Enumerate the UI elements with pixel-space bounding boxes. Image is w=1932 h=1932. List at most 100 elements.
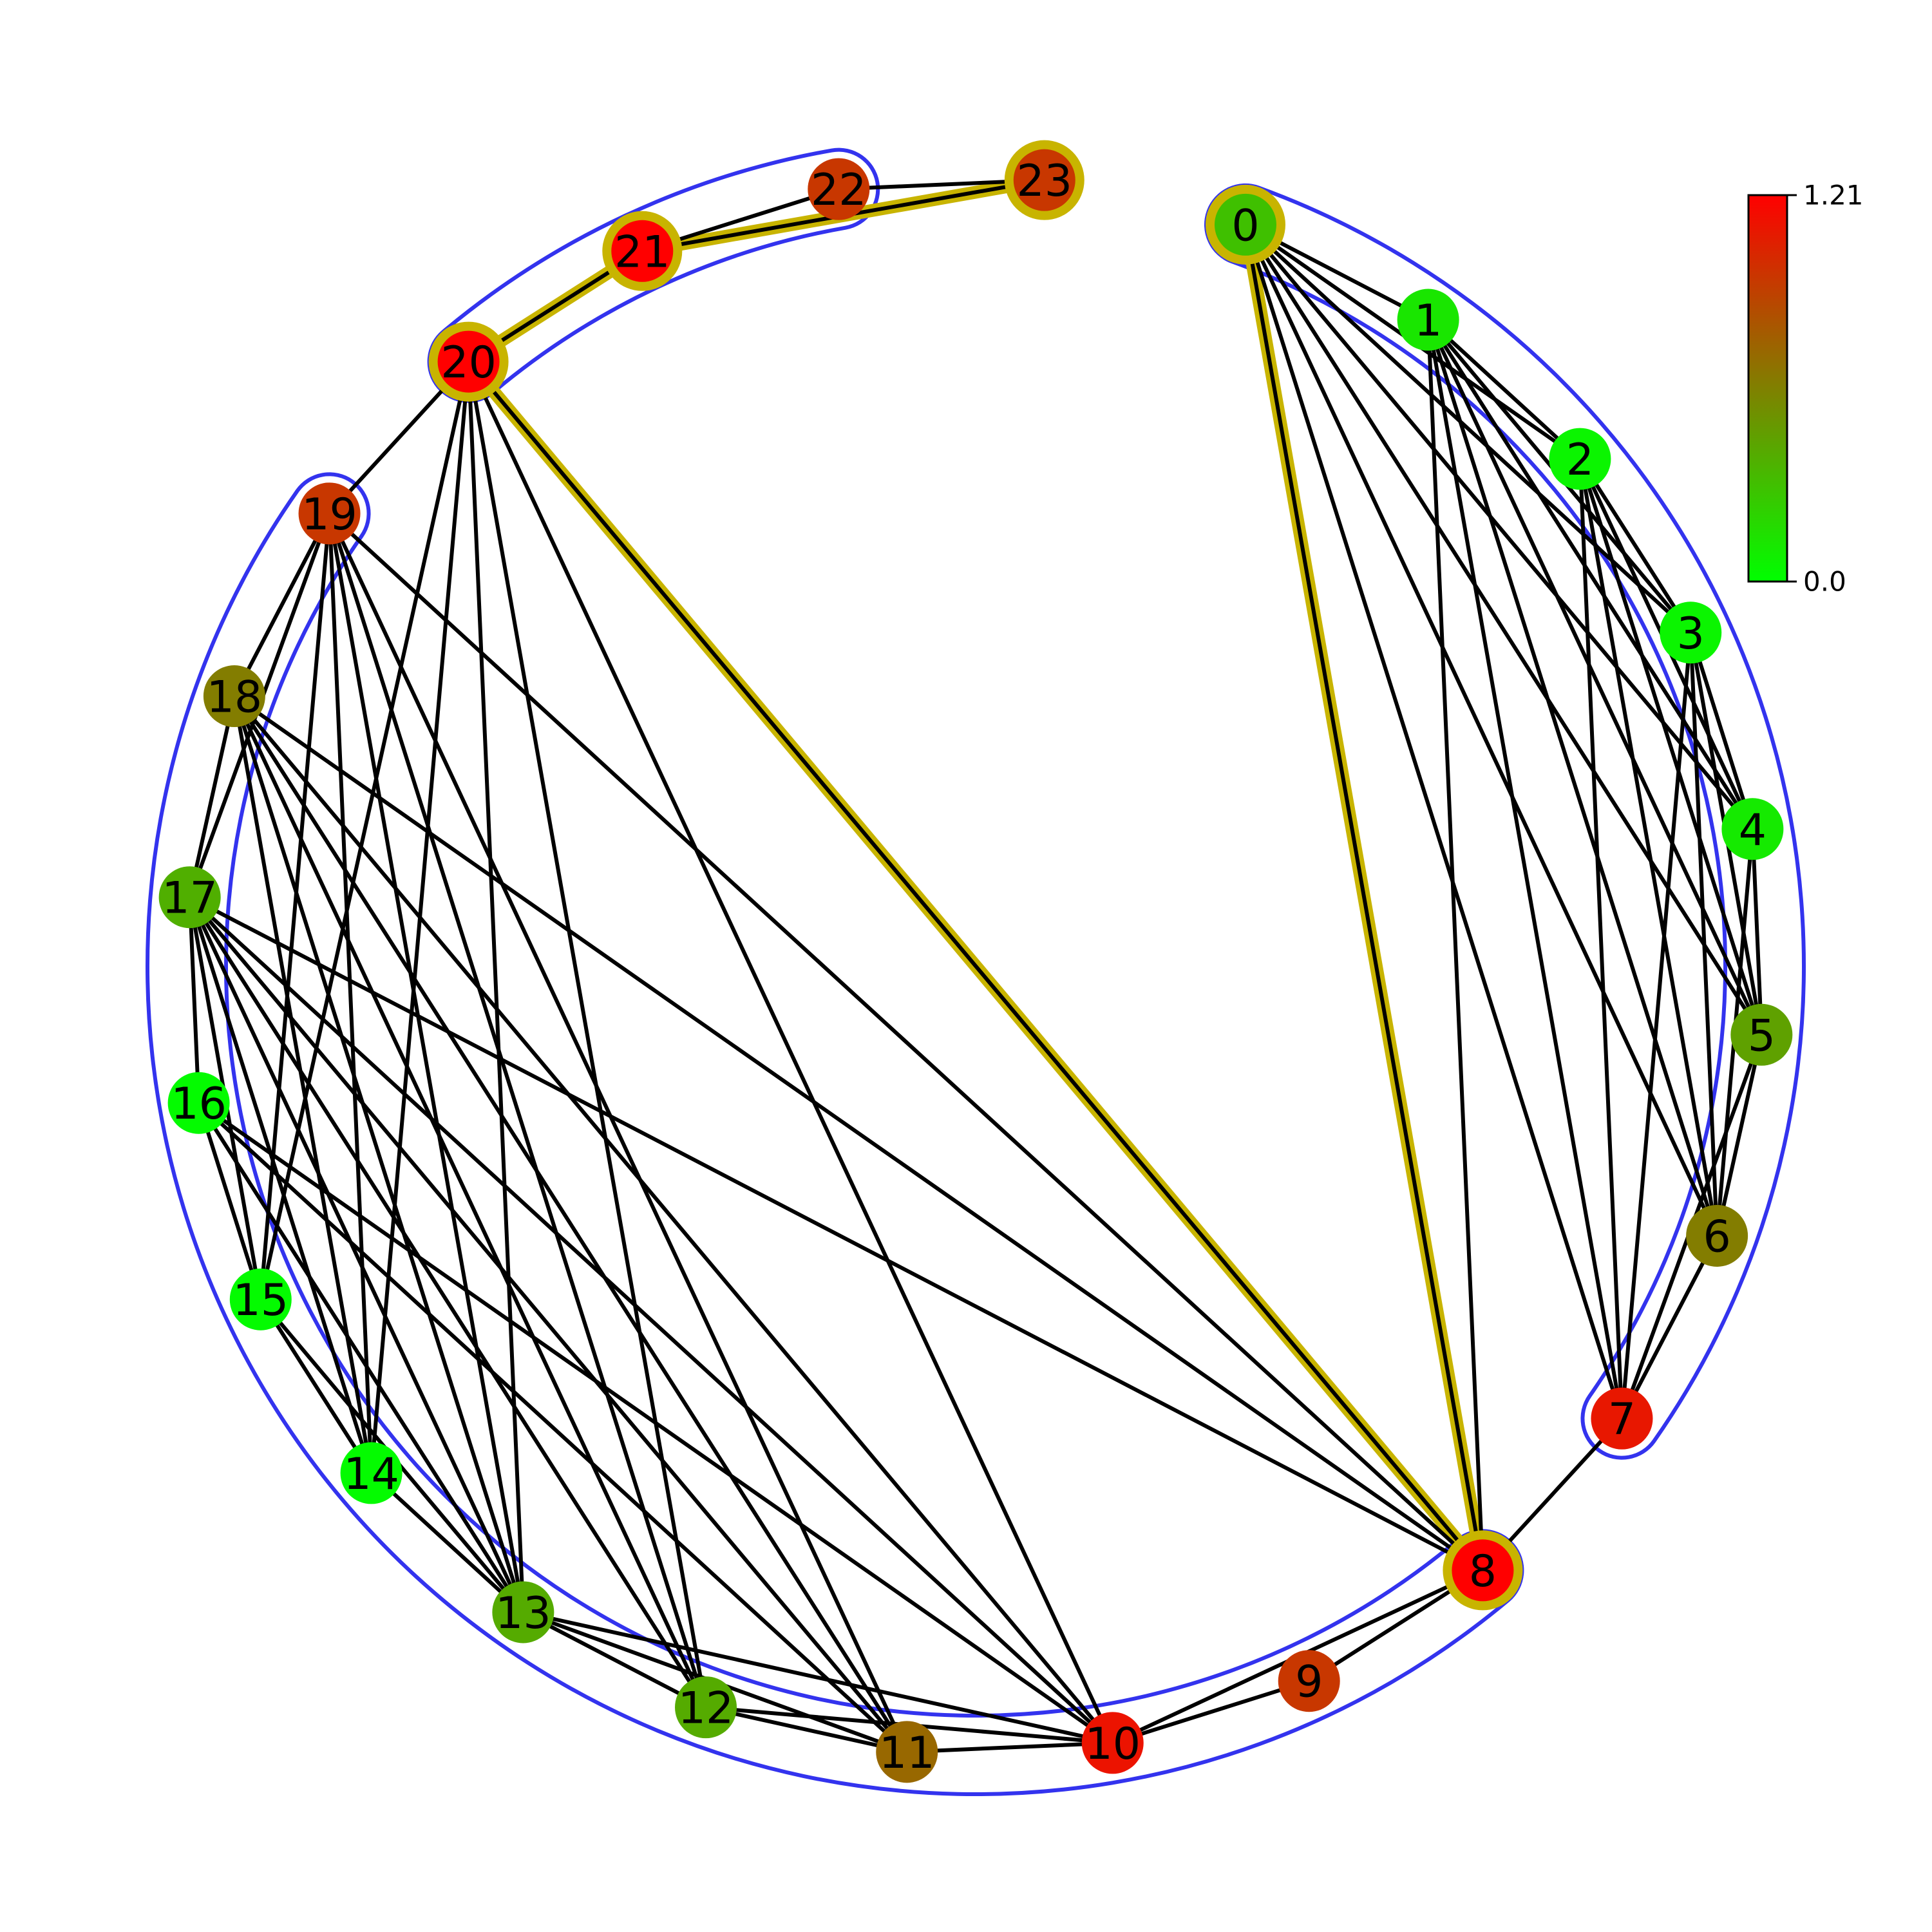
node-label-16: 16 [171, 1079, 227, 1130]
edge-8-17 [189, 895, 1484, 1573]
node-label-22: 22 [811, 165, 867, 216]
edge-2-5 [1578, 458, 1764, 1036]
node-label-0: 0 [1231, 200, 1259, 251]
edge-1-7 [1426, 319, 1624, 1419]
edge-13-20 [466, 361, 526, 1613]
edge-3-6 [1689, 632, 1719, 1236]
edge-14-15 [259, 1298, 374, 1475]
edge-4-5 [1750, 829, 1764, 1035]
node-label-21: 21 [614, 227, 670, 278]
edge-11-17 [188, 896, 909, 1754]
edge-2-3 [1578, 457, 1692, 634]
group-outline-8-19-fill [149, 476, 1520, 1792]
node-0 [1214, 193, 1276, 256]
edge-10-18 [232, 695, 1115, 1745]
edge-15-16 [196, 1102, 263, 1300]
edge-16-17 [187, 897, 201, 1103]
node-label-7: 7 [1608, 1394, 1636, 1445]
edge-14-17 [187, 896, 374, 1474]
highlighted-path [462, 173, 1490, 1577]
node-label-5: 5 [1748, 1010, 1776, 1061]
node-11 [876, 1721, 938, 1783]
edge-13-17 [187, 896, 526, 1613]
node-label-13: 13 [495, 1588, 551, 1639]
edge-13-14 [370, 1472, 525, 1614]
edge-18-19 [232, 512, 332, 697]
edge-14-19 [327, 513, 374, 1473]
node-5 [1730, 1003, 1793, 1066]
node-label-12: 12 [678, 1683, 734, 1734]
node-3 [1660, 601, 1722, 664]
edge-0-8 [1244, 224, 1485, 1571]
node-label-9: 9 [1295, 1657, 1323, 1708]
node-4 [1721, 798, 1784, 860]
edge-8-19 [328, 512, 1484, 1572]
node-label-20: 20 [440, 337, 497, 388]
node-13 [492, 1581, 554, 1643]
node-22 [808, 158, 870, 220]
edge-9-10 [1112, 1679, 1310, 1745]
node-9 [1278, 1650, 1340, 1712]
edge-13-19 [327, 513, 526, 1613]
edge-14-18 [232, 696, 374, 1473]
node-23 [1013, 149, 1075, 211]
node-8 [1452, 1539, 1514, 1602]
edge-3-4 [1689, 632, 1755, 830]
edge-14-20 [369, 361, 471, 1473]
node-19 [298, 482, 361, 545]
edge-5-6 [1715, 1034, 1764, 1236]
node-15 [229, 1268, 292, 1331]
edge-8-20 [467, 360, 1484, 1572]
colorbar-max-label: 1.21 [1803, 180, 1864, 211]
node-label-6: 6 [1703, 1211, 1730, 1262]
edge-12-17 [188, 896, 708, 1709]
edge-1-8 [1426, 319, 1485, 1571]
edge-0-3 [1244, 223, 1692, 634]
node-label-8: 8 [1469, 1546, 1497, 1597]
node-14 [340, 1442, 402, 1504]
node-21 [611, 220, 674, 282]
edge-2-6 [1578, 459, 1719, 1236]
edge-15-19 [258, 513, 332, 1300]
edge-10-11 [907, 1741, 1113, 1754]
edge-1-4 [1426, 318, 1754, 830]
edge-12-18 [232, 695, 708, 1709]
node-label-2: 2 [1566, 435, 1594, 486]
node-label-10: 10 [1084, 1719, 1141, 1770]
node-label-14: 14 [343, 1449, 399, 1500]
node-label-23: 23 [1017, 156, 1073, 207]
colorbar-min-label: 0.0 [1803, 566, 1846, 598]
edge-12-20 [466, 361, 708, 1708]
edge-0-6 [1244, 223, 1719, 1237]
edge-13-16 [197, 1102, 525, 1614]
edge-15-20 [258, 361, 471, 1300]
edge-10-13 [522, 1610, 1113, 1745]
edge-8-18 [233, 694, 1484, 1572]
edge-10-20 [466, 361, 1115, 1744]
edge-0-4 [1244, 223, 1754, 831]
edge-17-18 [187, 696, 236, 898]
node-label-4: 4 [1739, 805, 1766, 856]
edge-12-13 [522, 1610, 707, 1709]
colorbar-gradient [1747, 194, 1788, 583]
edge-11-19 [327, 513, 909, 1753]
node-10 [1081, 1712, 1144, 1774]
edge-0-7 [1244, 223, 1624, 1419]
edge-1-2 [1426, 318, 1582, 460]
node-label-17: 17 [162, 873, 218, 924]
node-label-19: 19 [301, 489, 357, 540]
node-label-3: 3 [1677, 609, 1705, 659]
edge-6-7 [1620, 1235, 1719, 1420]
node-18 [203, 665, 265, 728]
edge-13-18 [232, 696, 526, 1613]
edge-3-7 [1620, 632, 1693, 1419]
edge-0-5 [1244, 223, 1763, 1036]
edge-1-5 [1426, 319, 1764, 1036]
node-label-15: 15 [233, 1275, 289, 1326]
group-outline-8-19 [146, 472, 1524, 1796]
edge-10-17 [188, 896, 1114, 1745]
colorbar: 1.21 0.0 [1747, 180, 1864, 598]
edge-2-7 [1578, 459, 1624, 1419]
